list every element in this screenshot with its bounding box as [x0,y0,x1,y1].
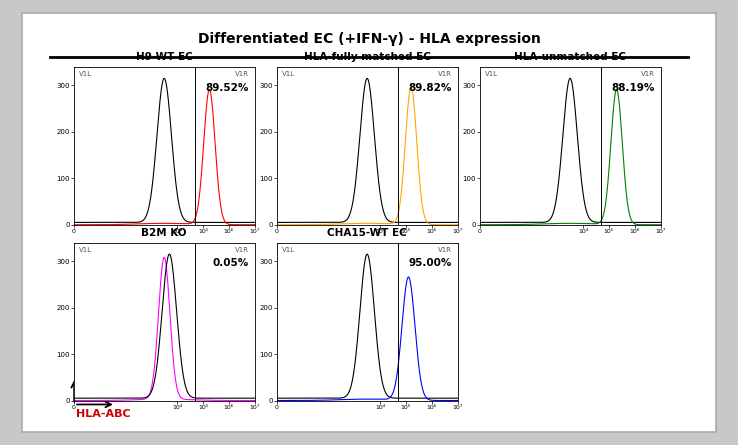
Text: V1R: V1R [235,72,249,77]
Title: HLA-unmatched EC: HLA-unmatched EC [514,52,626,62]
Title: CHA15-WT EC: CHA15-WT EC [327,227,407,238]
Text: V1L: V1L [485,72,498,77]
Text: 89.52%: 89.52% [206,83,249,93]
Title: B2M KO: B2M KO [142,227,187,238]
Title: H9-WT EC: H9-WT EC [136,52,193,62]
Text: V1R: V1R [641,72,655,77]
Text: V1L: V1L [79,72,92,77]
Text: V1R: V1R [235,247,249,253]
Text: HLA-ABC: HLA-ABC [76,409,131,419]
Text: V1L: V1L [282,247,295,253]
Text: V1L: V1L [282,72,295,77]
Text: 88.19%: 88.19% [612,83,655,93]
Text: V1L: V1L [79,247,92,253]
Text: V1R: V1R [438,72,452,77]
Text: V1R: V1R [438,247,452,253]
Text: 95.00%: 95.00% [409,258,452,268]
Text: 89.82%: 89.82% [409,83,452,93]
Text: 0.05%: 0.05% [213,258,249,268]
Title: HLA-fully matched EC: HLA-fully matched EC [304,52,430,62]
Text: Differentiated EC (+IFN-γ) - HLA expression: Differentiated EC (+IFN-γ) - HLA express… [198,32,540,46]
